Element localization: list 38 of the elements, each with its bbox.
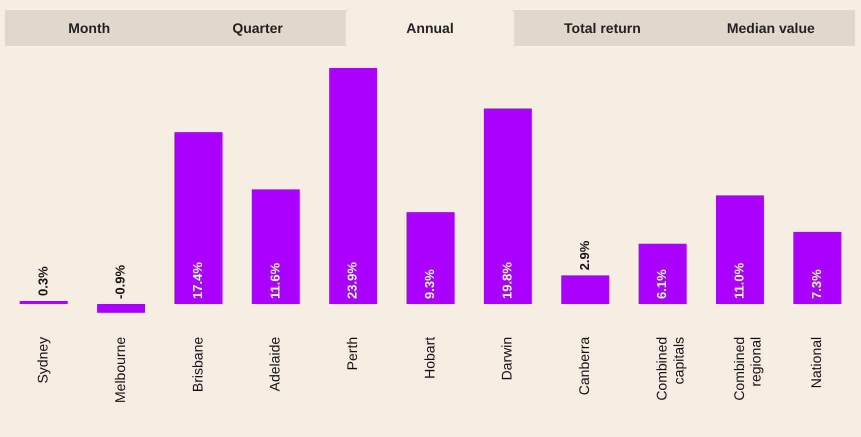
x-tick-label: Melbourne bbox=[112, 336, 128, 404]
tab-button[interactable]: Month bbox=[5, 10, 174, 46]
bar bbox=[484, 108, 532, 304]
bar bbox=[716, 195, 764, 304]
data-label: -0.9% bbox=[112, 264, 128, 299]
tab-button[interactable]: Median value bbox=[686, 10, 856, 46]
bar bbox=[174, 132, 222, 304]
x-tick-label: National bbox=[808, 336, 824, 388]
data-label: 23.9% bbox=[344, 262, 360, 299]
x-tick-label: Adelaide bbox=[266, 336, 283, 392]
x-tick-label: Hobart bbox=[421, 336, 438, 379]
bar bbox=[561, 275, 610, 304]
x-tick-label: Darwin bbox=[498, 336, 515, 380]
x-tick-label: Combined capitals bbox=[653, 336, 686, 401]
bar bbox=[793, 232, 842, 304]
data-label: 17.4% bbox=[190, 262, 205, 299]
bar bbox=[252, 189, 300, 304]
x-tick-label: Perth bbox=[344, 336, 360, 370]
data-label: 0.3% bbox=[35, 266, 50, 296]
tab-button[interactable]: Total return bbox=[518, 10, 687, 46]
data-label: 11.0% bbox=[732, 262, 747, 299]
tab-button[interactable]: Quarter bbox=[173, 10, 342, 46]
x-tick-label: Sydney bbox=[34, 336, 51, 384]
data-label: 11.6% bbox=[267, 262, 282, 299]
data-label: 9.3% bbox=[422, 268, 438, 299]
bar bbox=[20, 301, 68, 304]
bar bbox=[97, 304, 146, 313]
x-tick-label: Combined regional bbox=[730, 336, 764, 401]
x-tick-label: Brisbane bbox=[189, 336, 206, 392]
tab-button[interactable]: Annual bbox=[346, 10, 514, 46]
bar bbox=[638, 244, 687, 304]
data-label: 6.1% bbox=[654, 268, 670, 299]
bar bbox=[406, 212, 454, 304]
data-label: 2.9% bbox=[576, 240, 592, 270]
bar bbox=[329, 68, 378, 304]
x-tick-label: Canberra bbox=[576, 336, 592, 396]
data-label: 7.3% bbox=[808, 268, 824, 299]
data-label: 19.8% bbox=[499, 262, 514, 299]
